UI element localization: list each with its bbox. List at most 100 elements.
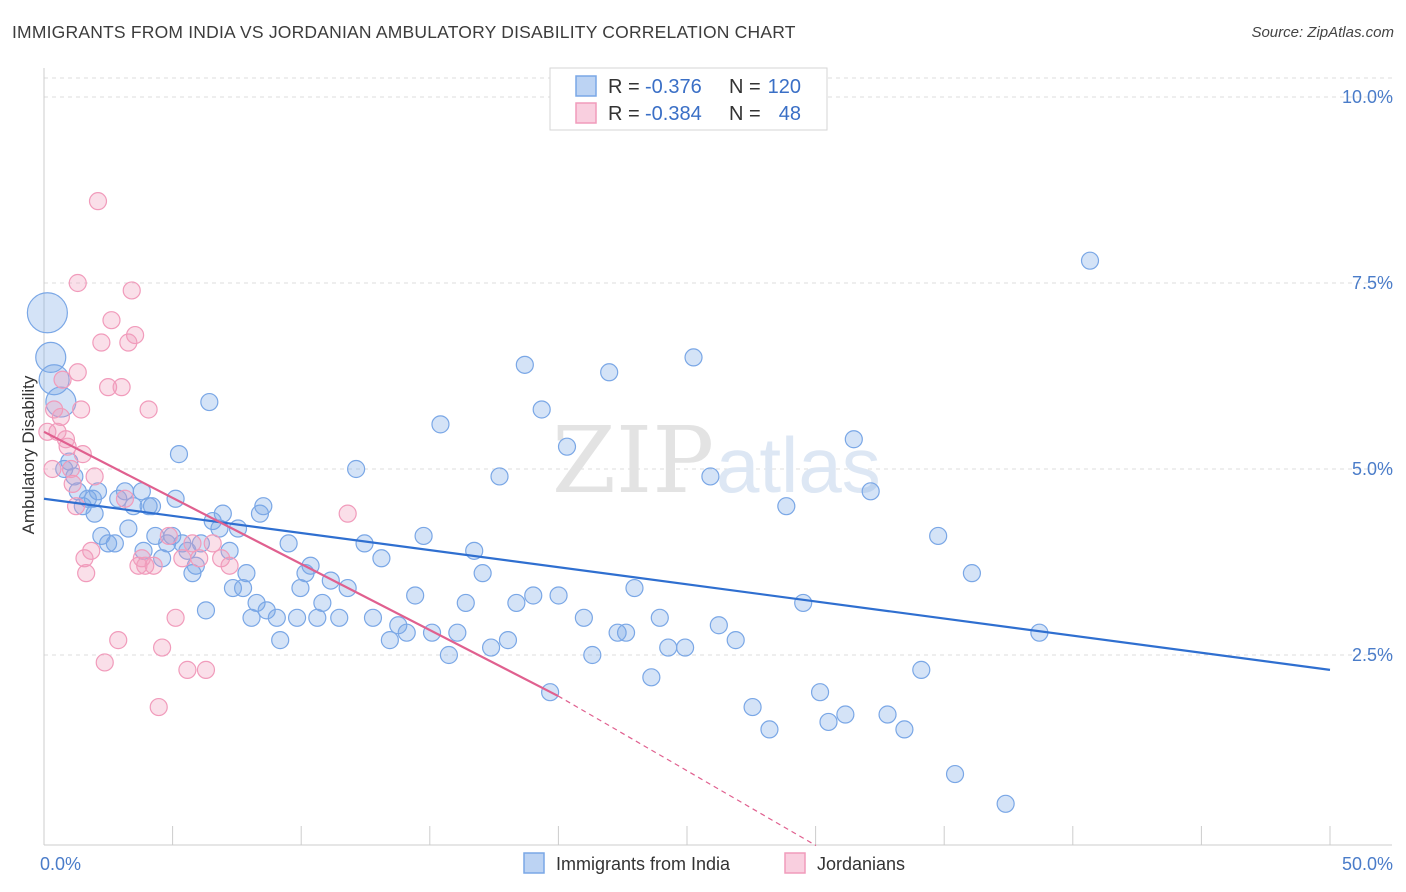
bottom-legend-label-jordanians: Jordanians xyxy=(817,854,905,874)
india-point xyxy=(532,400,551,419)
jordanian-point xyxy=(152,638,172,657)
jordanian-point xyxy=(77,564,96,583)
watermark-zip: ZIP xyxy=(552,407,714,514)
india-point xyxy=(675,638,695,657)
bottom-legend: Immigrants from India Jordanians xyxy=(523,852,905,874)
india-point xyxy=(380,631,399,650)
jordanian-point xyxy=(119,333,138,352)
india-point xyxy=(726,631,745,650)
india-point xyxy=(247,593,266,613)
x-tick-label: 50.0% xyxy=(1342,854,1393,874)
jordanian-point xyxy=(88,192,108,211)
jordanian-trend-extension xyxy=(557,695,817,847)
jordanian-point xyxy=(72,400,91,419)
jordanian-point xyxy=(338,504,357,523)
jordanian-point xyxy=(122,281,141,300)
jordanian-point xyxy=(173,549,192,568)
india-point xyxy=(45,386,77,418)
y-axis-label: Ambulatory Disability xyxy=(19,375,38,534)
india-point xyxy=(473,564,492,583)
india-point xyxy=(642,668,661,687)
india-point xyxy=(406,586,425,605)
jordanian-point xyxy=(166,608,185,627)
y-tick-label: 5.0% xyxy=(1352,459,1393,479)
india-point xyxy=(372,549,391,568)
india-point xyxy=(279,534,298,553)
jordanian-point xyxy=(115,489,135,508)
legend-n-label: N = xyxy=(729,103,761,125)
legend-swatch-india xyxy=(575,75,597,97)
india-point xyxy=(616,623,636,642)
india-point xyxy=(456,593,475,613)
jordanian-point xyxy=(196,660,216,679)
india-point xyxy=(481,638,501,657)
india-point xyxy=(878,705,897,724)
jordanian-point xyxy=(139,400,158,419)
jordanian-point xyxy=(68,363,87,382)
jordanian-point xyxy=(53,370,72,389)
india-point xyxy=(912,660,931,679)
jordanian-point xyxy=(45,400,64,419)
legend-n-value: 120 xyxy=(768,76,801,98)
jordanian-point xyxy=(159,526,178,546)
jordanian-point xyxy=(85,467,104,486)
india-point xyxy=(659,638,678,657)
bottom-legend-swatch-jordanians xyxy=(784,852,806,874)
chart-title: IMMIGRANTS FROM INDIA VS JORDANIAN AMBUL… xyxy=(12,22,796,42)
india-point xyxy=(26,292,68,334)
india-point xyxy=(313,593,332,613)
jordanian-point xyxy=(144,556,163,575)
jordanian-point xyxy=(82,541,101,560)
india-point xyxy=(196,601,216,620)
india-point xyxy=(625,578,644,598)
legend-swatch-jordanians xyxy=(575,102,597,124)
india-point xyxy=(895,720,914,739)
jordanian-point xyxy=(66,497,86,516)
india-point xyxy=(819,712,838,732)
india-point xyxy=(650,608,669,627)
india-point xyxy=(109,489,128,508)
legend-r-label: R = xyxy=(608,103,640,125)
india-point xyxy=(701,467,720,486)
chart-source: Source: ZipAtlas.com xyxy=(1251,24,1394,41)
india-point xyxy=(515,355,534,374)
india-point xyxy=(200,392,219,412)
legend-r-label: R = xyxy=(608,76,640,98)
india-point xyxy=(223,578,243,598)
jordanian-point xyxy=(51,407,70,427)
india-point xyxy=(507,593,526,613)
trend-layer xyxy=(43,430,1331,847)
jordanian-point xyxy=(203,534,222,553)
tick-labels: 2.5% 5.0% 7.5% 10.0% 0.0% 50.0% xyxy=(40,87,1393,874)
bottom-legend-label-india: Immigrants from India xyxy=(556,854,731,874)
india-point xyxy=(257,601,276,620)
india-point xyxy=(600,363,619,382)
india-point xyxy=(347,459,366,479)
india-point xyxy=(448,623,467,642)
jordanian-point xyxy=(126,325,145,345)
bottom-legend-swatch-india xyxy=(523,852,545,874)
jordanian-point xyxy=(68,273,87,293)
points-layer xyxy=(26,192,1100,813)
india-point xyxy=(88,482,108,501)
y-tick-label: 7.5% xyxy=(1352,273,1393,293)
legend-r-value: -0.384 xyxy=(645,103,702,125)
india-point xyxy=(583,645,602,665)
india-point xyxy=(557,437,577,456)
axes xyxy=(43,68,1392,846)
india-point xyxy=(439,645,459,665)
india-point xyxy=(574,608,593,627)
jordanian-point xyxy=(43,459,62,479)
india-point xyxy=(237,564,256,583)
legend-n-label: N = xyxy=(729,76,761,98)
india-point xyxy=(1080,251,1100,270)
india-point xyxy=(85,504,104,523)
jordanian-point xyxy=(95,653,114,672)
india-point xyxy=(684,348,703,367)
india-trend-line xyxy=(43,497,1331,671)
jordanian-point xyxy=(75,549,94,568)
legend-r-value: -0.376 xyxy=(645,76,702,98)
india-point xyxy=(962,564,982,583)
india-point xyxy=(945,764,965,784)
